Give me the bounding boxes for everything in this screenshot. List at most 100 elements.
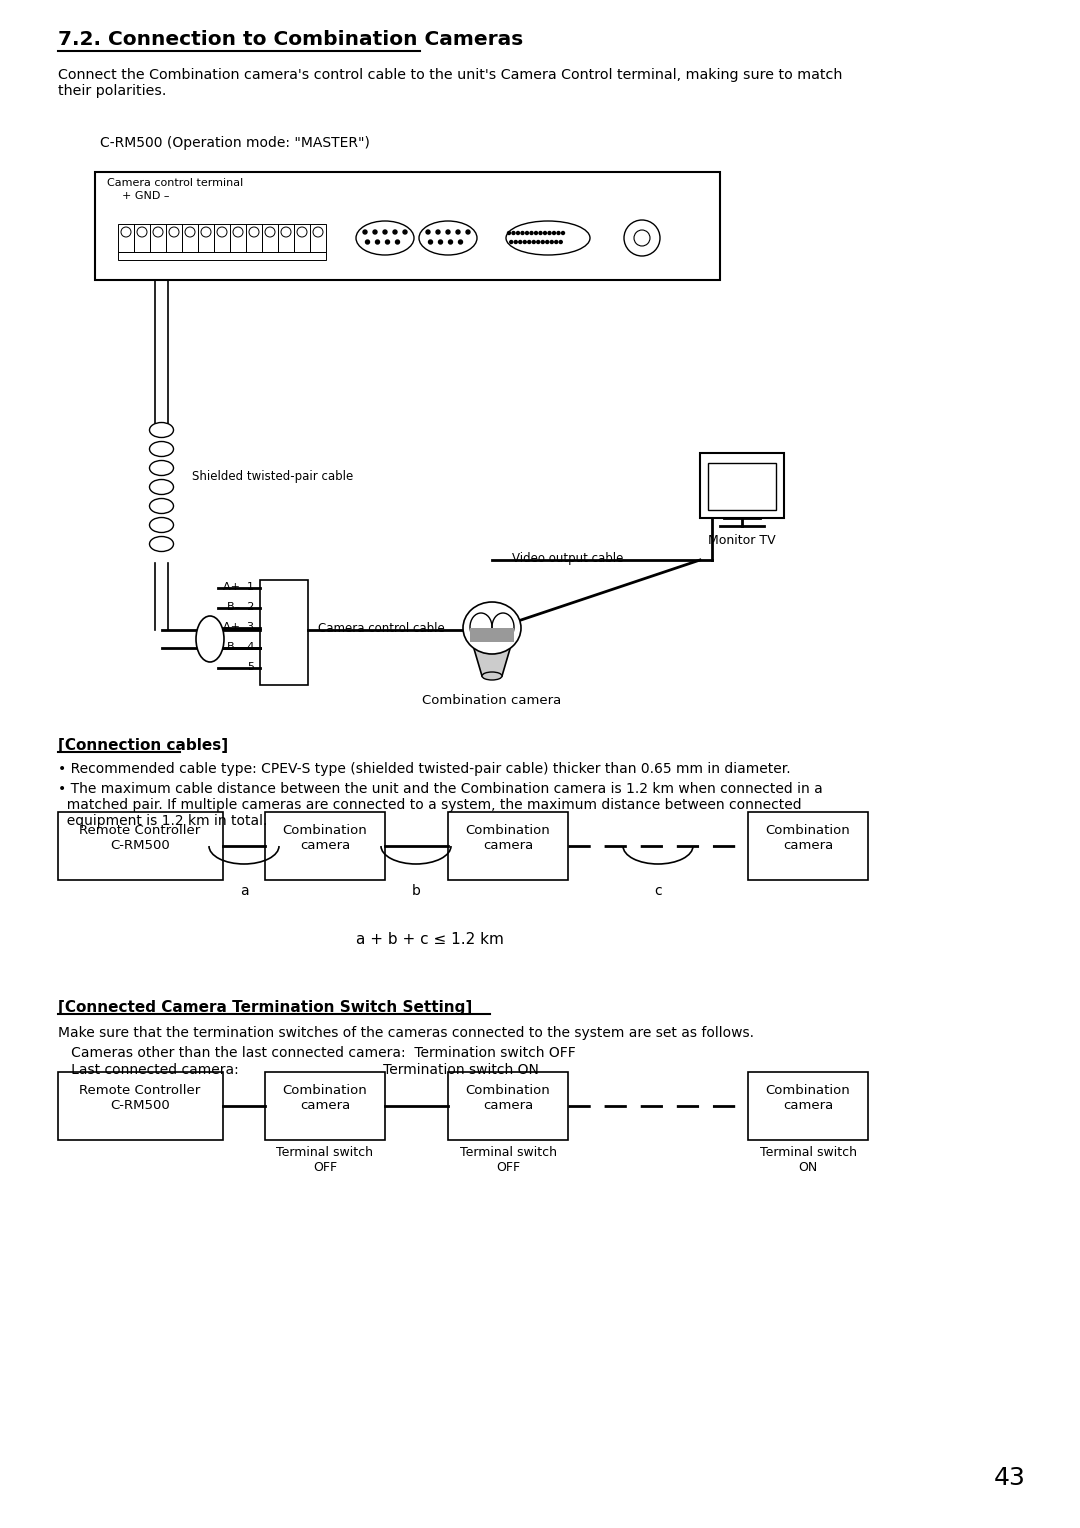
Text: B–  2: B– 2 [227, 602, 254, 613]
Circle shape [535, 232, 538, 234]
Bar [448, 1073, 568, 1140]
Text: 7.2. Connection to Combination Cameras: 7.2. Connection to Combination Cameras [58, 31, 523, 49]
Bar [262, 225, 278, 252]
Text: a: a [240, 885, 248, 898]
Bar [214, 225, 230, 252]
Ellipse shape [149, 518, 174, 532]
Bar [448, 811, 568, 880]
Bar [708, 463, 777, 510]
Circle shape [429, 240, 432, 244]
Circle shape [363, 231, 367, 234]
Circle shape [436, 231, 440, 234]
Ellipse shape [149, 480, 174, 495]
Text: B–  4: B– 4 [227, 642, 254, 652]
Circle shape [541, 240, 544, 243]
Text: Camera control cable: Camera control cable [318, 622, 445, 636]
Text: Remote Controller
C-RM500: Remote Controller C-RM500 [79, 824, 201, 853]
Circle shape [508, 232, 511, 234]
Ellipse shape [195, 616, 224, 662]
Text: A+  1: A+ 1 [222, 582, 254, 591]
Circle shape [373, 231, 377, 234]
Text: a + b + c ≤ 1.2 km: a + b + c ≤ 1.2 km [356, 932, 504, 947]
Circle shape [465, 231, 470, 234]
Circle shape [516, 232, 519, 234]
Circle shape [512, 232, 515, 234]
Circle shape [448, 240, 453, 244]
Bar [700, 452, 784, 518]
Bar [230, 225, 246, 252]
Circle shape [521, 232, 524, 234]
Text: Terminal switch
OFF: Terminal switch OFF [459, 1146, 556, 1174]
Bar [748, 811, 868, 880]
Bar [183, 225, 198, 252]
Circle shape [548, 232, 551, 234]
Text: b: b [411, 885, 420, 898]
Circle shape [550, 240, 553, 243]
Ellipse shape [463, 602, 521, 654]
Ellipse shape [149, 460, 174, 475]
Circle shape [395, 240, 400, 244]
Text: Combination
camera: Combination camera [465, 1083, 551, 1112]
Circle shape [514, 240, 517, 243]
Circle shape [386, 240, 390, 244]
Bar [748, 1073, 868, 1140]
Circle shape [383, 231, 387, 234]
Text: + GND –: + GND – [122, 191, 170, 202]
Text: [Connected Camera Termination Switch Setting]: [Connected Camera Termination Switch Set… [58, 999, 472, 1015]
Text: equipment is 1.2 km in total.: equipment is 1.2 km in total. [58, 814, 268, 828]
Text: matched pair. If multiple cameras are connected to a system, the maximum distanc: matched pair. If multiple cameras are co… [58, 798, 801, 811]
Text: Combination
camera: Combination camera [766, 1083, 850, 1112]
Bar [265, 1073, 384, 1140]
Circle shape [426, 231, 430, 234]
Text: A+  3: A+ 3 [222, 622, 254, 633]
Polygon shape [472, 642, 512, 675]
Text: • The maximum cable distance between the unit and the Combination camera is 1.2 : • The maximum cable distance between the… [58, 782, 823, 796]
Text: Combination
camera: Combination camera [283, 824, 367, 853]
Ellipse shape [149, 536, 174, 552]
Bar [278, 225, 294, 252]
Bar [58, 1073, 222, 1140]
Circle shape [393, 231, 397, 234]
Bar [118, 225, 134, 252]
Text: Video output cable: Video output cable [512, 552, 623, 565]
Circle shape [446, 231, 450, 234]
Ellipse shape [482, 672, 502, 680]
Text: Combination
camera: Combination camera [283, 1083, 367, 1112]
Bar [134, 225, 150, 252]
Text: Last connected camera:                                 Termination switch ON: Last connected camera: Termination switc… [58, 1063, 539, 1077]
Circle shape [530, 232, 534, 234]
Circle shape [510, 240, 513, 243]
Circle shape [459, 240, 462, 244]
Circle shape [518, 240, 522, 243]
Bar [58, 811, 222, 880]
Text: 43: 43 [994, 1465, 1026, 1490]
Circle shape [532, 240, 536, 243]
Bar [260, 581, 308, 685]
Ellipse shape [149, 442, 174, 457]
Circle shape [403, 231, 407, 234]
Text: Camera control terminal: Camera control terminal [107, 177, 243, 188]
Circle shape [526, 232, 528, 234]
Text: 5: 5 [247, 662, 254, 672]
Text: Remote Controller
C-RM500: Remote Controller C-RM500 [79, 1083, 201, 1112]
Text: Combination camera: Combination camera [422, 694, 562, 707]
Text: Connect the Combination camera's control cable to the unit's Camera Control term: Connect the Combination camera's control… [58, 69, 842, 98]
Text: Terminal switch
OFF: Terminal switch OFF [276, 1146, 374, 1174]
Circle shape [537, 240, 540, 243]
Text: c: c [654, 885, 662, 898]
Circle shape [523, 240, 526, 243]
Text: Monitor TV: Monitor TV [708, 533, 775, 547]
Circle shape [456, 231, 460, 234]
Text: • Recommended cable type: CPEV-S type (shielded twisted-pair cable) thicker than: • Recommended cable type: CPEV-S type (s… [58, 762, 791, 776]
Text: Terminal switch
ON: Terminal switch ON [759, 1146, 856, 1174]
Circle shape [555, 240, 557, 243]
Circle shape [553, 232, 555, 234]
Bar [294, 225, 310, 252]
Text: Cameras other than the last connected camera:  Termination switch OFF: Cameras other than the last connected ca… [58, 1047, 576, 1060]
Ellipse shape [149, 423, 174, 437]
Bar [198, 225, 214, 252]
Circle shape [528, 240, 530, 243]
Circle shape [545, 240, 549, 243]
Text: C-RM500 (Operation mode: "MASTER"): C-RM500 (Operation mode: "MASTER") [100, 136, 369, 150]
Bar [310, 225, 326, 252]
